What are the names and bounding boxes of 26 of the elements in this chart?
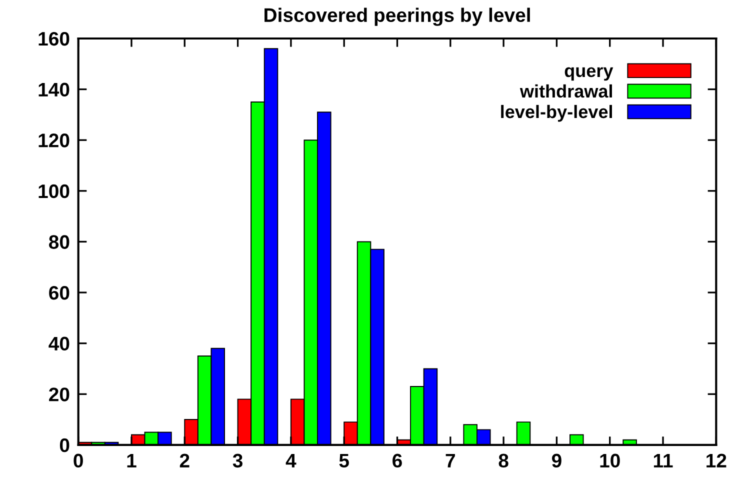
x-tick-label: 7 [446, 454, 455, 468]
x-tick-label: 8 [498, 454, 508, 468]
y-tick-label: 60 [49, 286, 70, 300]
y-tick-label: 20 [49, 388, 70, 402]
y-tick-label: 160 [38, 32, 70, 46]
x-tick-label: 12 [706, 454, 726, 468]
x-tick-label: 11 [654, 454, 673, 468]
x-tick-label: 0 [74, 454, 83, 468]
y-tick-label: 0 [60, 438, 70, 452]
x-tick-label: 5 [339, 454, 349, 468]
legend-label: withdrawal [520, 84, 612, 98]
legend-label: query [564, 67, 614, 81]
x-tick-label: 9 [552, 454, 562, 468]
x-tick-label: 6 [392, 454, 402, 468]
x-tick-label: 1 [127, 454, 136, 468]
y-tick-label: 140 [38, 82, 70, 97]
legend-label: level-by-level [501, 104, 612, 122]
y-tick-label: 80 [48, 235, 70, 249]
chart-title: Discovered peerings by level [264, 8, 530, 26]
x-tick-label: 2 [180, 454, 190, 468]
y-tick-label: 120 [38, 134, 70, 148]
y-tick-label: 40 [48, 336, 70, 351]
x-tick-label: 3 [232, 454, 242, 468]
x-tick-label: 10 [600, 454, 620, 468]
x-tick-label: 4 [286, 454, 296, 468]
y-tick-label: 100 [38, 184, 70, 198]
